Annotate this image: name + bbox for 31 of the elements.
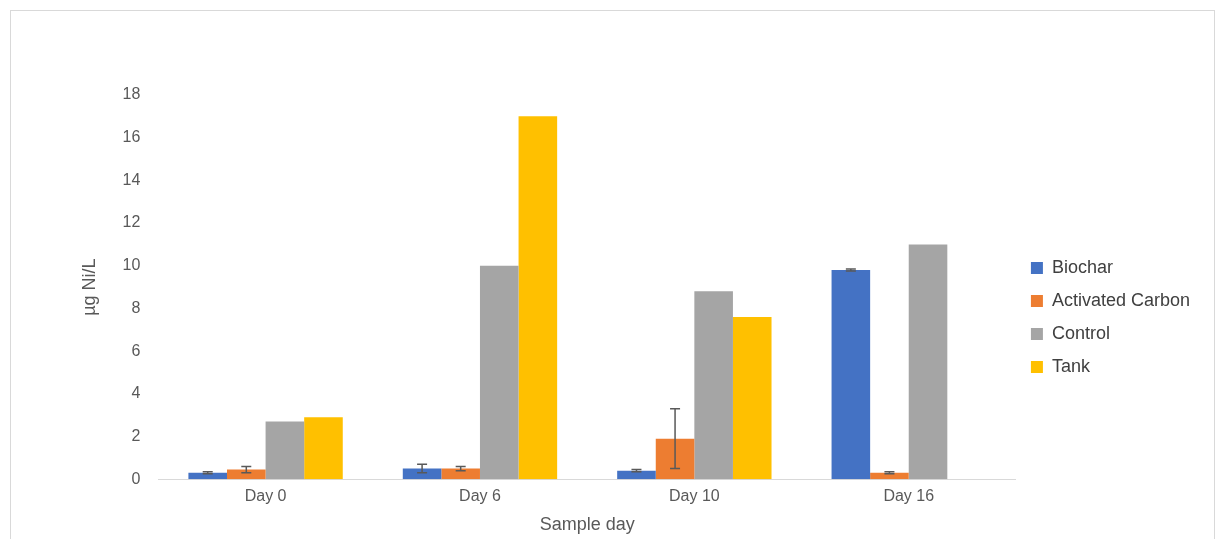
y-tick-label: 12 bbox=[122, 213, 141, 231]
legend-label: Biochar bbox=[1051, 256, 1113, 277]
bar bbox=[304, 417, 343, 480]
y-tick-label: 8 bbox=[131, 298, 141, 316]
y-axis-title: µg Ni/L bbox=[78, 258, 99, 316]
x-tick-label: Day 6 bbox=[459, 487, 501, 505]
y-tick-label: 6 bbox=[131, 341, 141, 359]
x-tick-label: Day 0 bbox=[244, 487, 287, 505]
bar bbox=[908, 244, 948, 480]
y-tick-label: 4 bbox=[131, 384, 141, 402]
y-tick-label: 2 bbox=[131, 426, 141, 444]
bar bbox=[518, 116, 558, 480]
y-tick-label: 14 bbox=[122, 170, 141, 188]
x-tick-label: Day 16 bbox=[883, 487, 935, 505]
bar bbox=[265, 421, 305, 480]
bar bbox=[479, 265, 519, 480]
x-axis-title: Sample day bbox=[539, 514, 635, 535]
legend-label: Activated Carbon bbox=[1051, 289, 1190, 310]
bar bbox=[831, 270, 871, 480]
y-tick-label: 18 bbox=[122, 85, 141, 103]
bar bbox=[617, 470, 656, 480]
legend-label: Control bbox=[1051, 322, 1110, 343]
bar bbox=[441, 468, 480, 480]
y-tick-label: 10 bbox=[122, 256, 141, 274]
y-tick-label: 16 bbox=[122, 128, 141, 146]
x-tick-label: Day 10 bbox=[669, 487, 720, 505]
bar bbox=[732, 316, 772, 480]
bar bbox=[655, 438, 695, 480]
bar bbox=[694, 291, 733, 480]
legend-label: Tank bbox=[1051, 355, 1091, 376]
y-tick-label: 0 bbox=[131, 469, 141, 487]
